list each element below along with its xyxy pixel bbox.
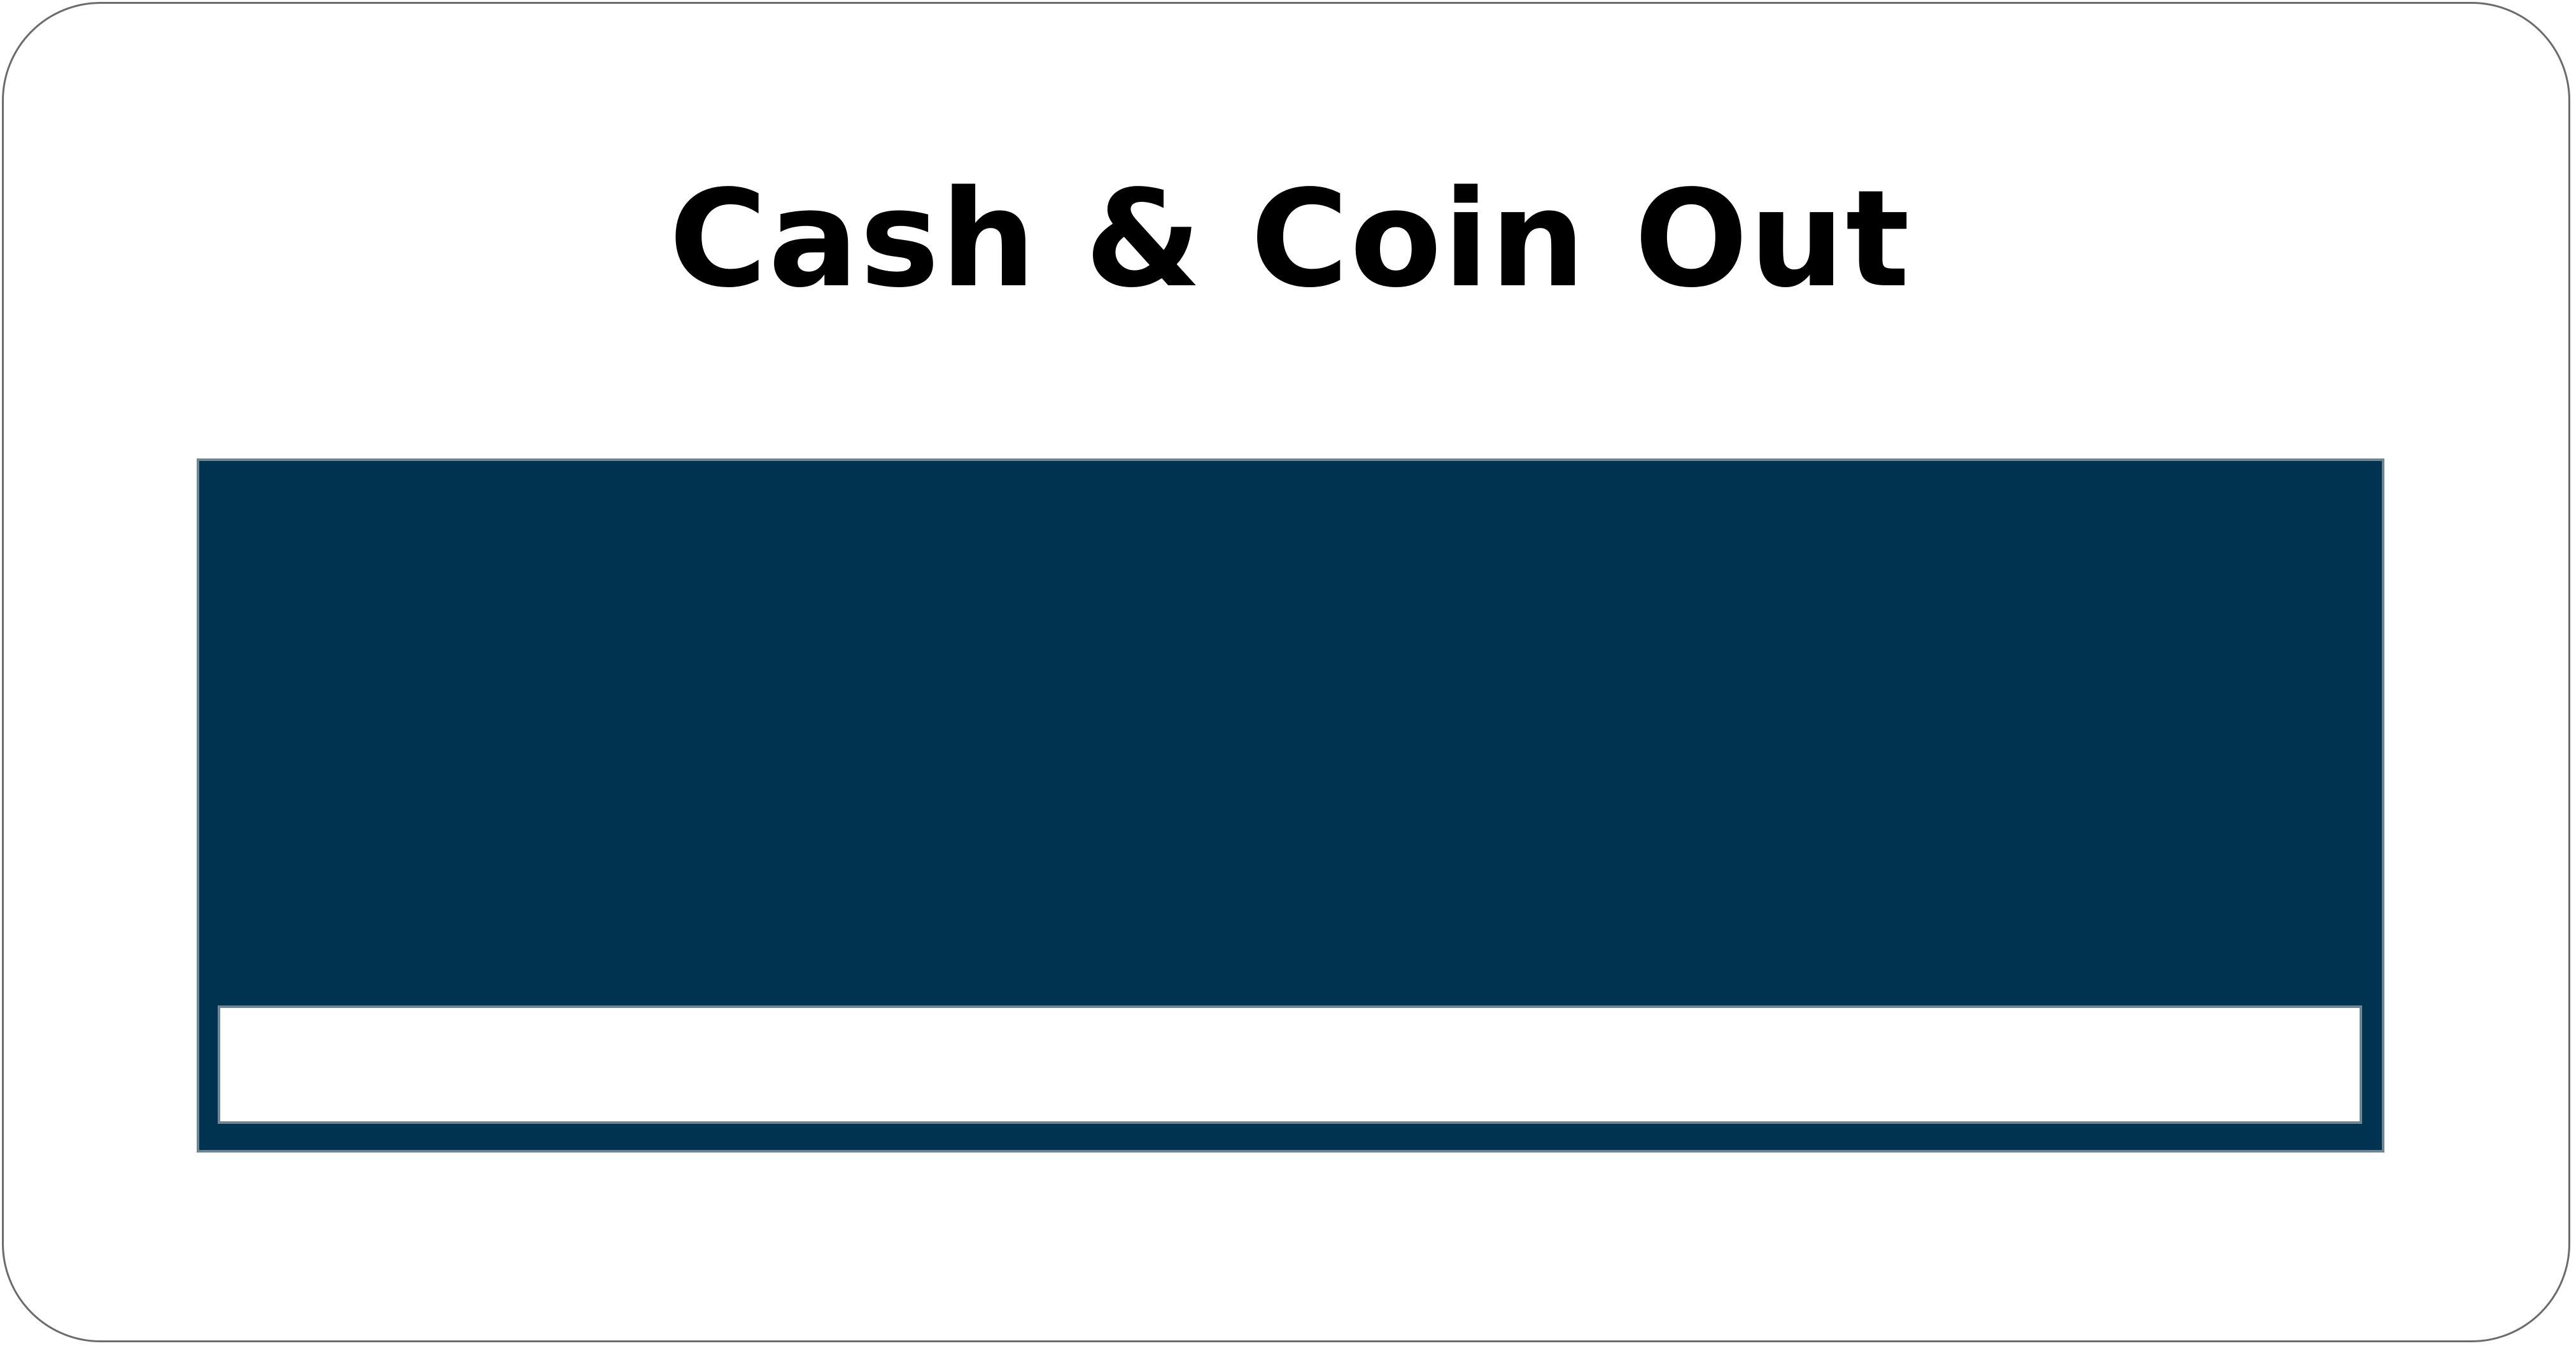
page-title: Cash & Coin Out	[668, 161, 1911, 317]
amount-display-field[interactable]	[218, 1005, 2362, 1124]
cash-out-panel	[197, 458, 2384, 1153]
